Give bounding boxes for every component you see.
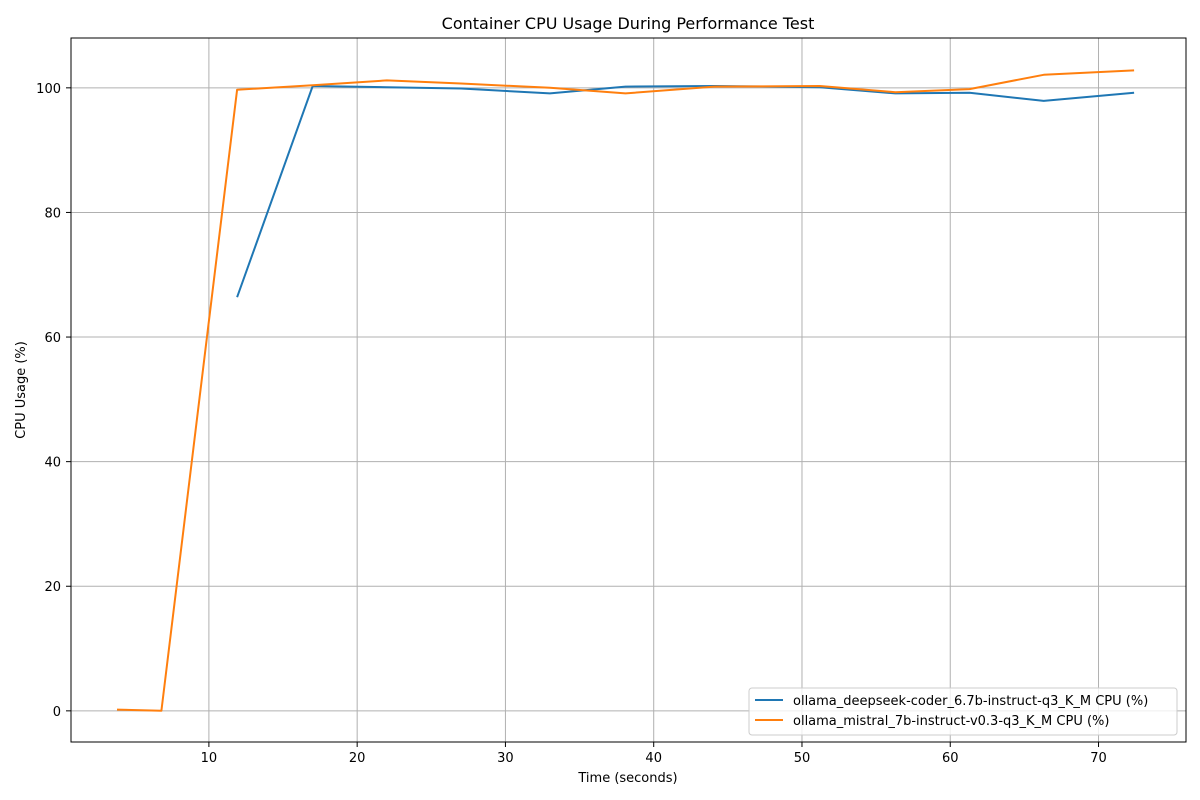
series-lines: [116, 69, 1135, 712]
x-tick-label: 30: [497, 751, 514, 766]
y-axis-title: CPU Usage (%): [14, 341, 29, 439]
x-tick-label: 20: [349, 751, 366, 766]
legend-label-1: ollama_mistral_7b-instruct-v0.3-q3_K_M C…: [793, 714, 1109, 729]
chart-title: Container CPU Usage During Performance T…: [442, 14, 815, 33]
x-axis-ticks: 10 20 30 40 50 60 70: [201, 742, 1107, 766]
legend-box: [748, 687, 1178, 736]
y-tick-label: 20: [44, 580, 61, 595]
x-tick-label: 70: [1090, 751, 1107, 766]
y-tick-label: 0: [53, 705, 61, 720]
x-tick-label: 50: [794, 751, 811, 766]
y-tick-label: 100: [36, 82, 61, 97]
plot-frame: [70, 37, 1187, 743]
y-tick-label: 80: [44, 206, 61, 221]
x-tick-label: 60: [942, 751, 959, 766]
x-tick-label: 10: [201, 751, 218, 766]
x-tick-label: 40: [645, 751, 662, 766]
grid-lines: [71, 38, 1186, 742]
legend-label-0: ollama_deepseek-coder_6.7b-instruct-q3_K…: [793, 694, 1148, 709]
y-axis-ticks: 0 20 40 60 80 100: [36, 82, 71, 720]
y-tick-label: 40: [44, 456, 61, 471]
y-tick-label: 60: [44, 331, 61, 346]
series-line-1: [116, 69, 1135, 712]
series-line-0: [236, 85, 1135, 298]
legend: ollama_deepseek-coder_6.7b-instruct-q3_K…: [748, 687, 1178, 736]
x-axis-title: Time (seconds): [577, 771, 677, 786]
